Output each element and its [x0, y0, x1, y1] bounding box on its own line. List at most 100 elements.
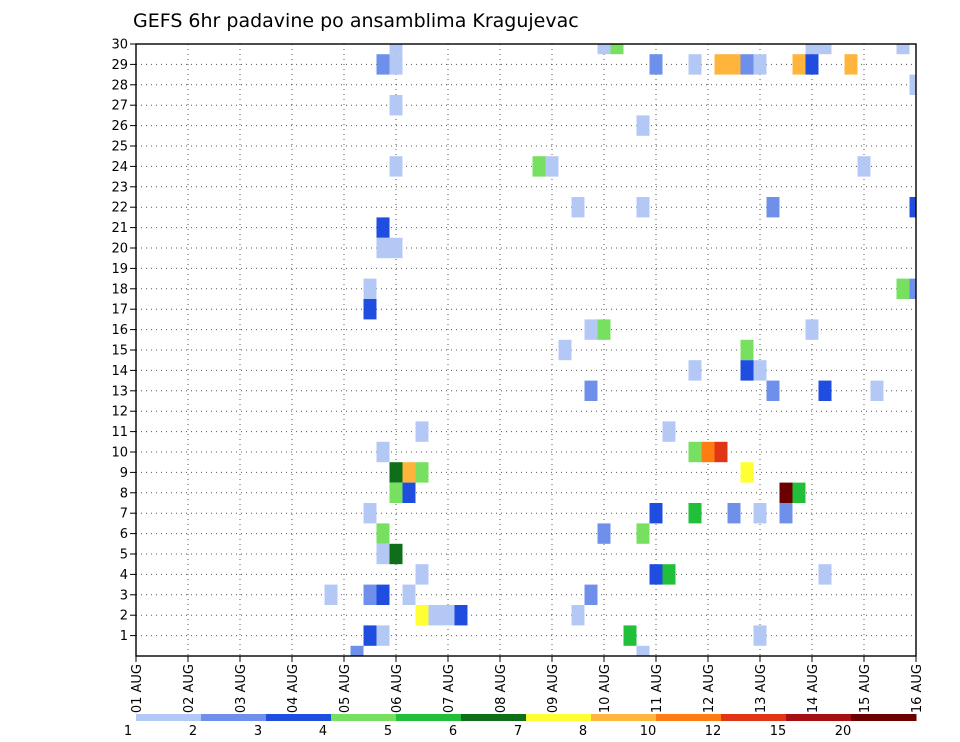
precip-cell	[753, 503, 767, 524]
legend-swatch	[396, 714, 462, 721]
precip-cell	[805, 319, 819, 340]
precip-cell	[740, 54, 754, 75]
precip-cell	[779, 482, 793, 503]
precip-cell	[324, 584, 338, 605]
legend-swatch	[461, 714, 527, 721]
precip-cell	[792, 54, 806, 75]
precip-cell	[376, 584, 390, 605]
legend-swatch	[656, 714, 722, 721]
precip-cell	[870, 380, 884, 401]
legend-swatch	[331, 714, 397, 721]
precip-cell	[363, 299, 377, 320]
x-tick-label: 13 AUG	[754, 664, 769, 713]
y-tick-label: 11	[111, 425, 128, 440]
precip-cell	[389, 462, 403, 483]
y-tick-label: 29	[111, 58, 128, 73]
precip-cell	[389, 482, 403, 503]
precip-cell	[415, 605, 429, 626]
y-tick-label: 8	[120, 486, 128, 501]
precip-cell	[714, 54, 728, 75]
precip-cell	[766, 197, 780, 218]
precip-cell	[376, 523, 390, 544]
x-axis: 01 AUG 02 AUG 03 AUG 04 AUG 05 AUG 06 AUG 07 A…	[130, 656, 925, 713]
precip-cell	[350, 645, 364, 656]
precip-cell	[610, 44, 624, 55]
precip-cell	[402, 482, 416, 503]
precip-cell	[909, 74, 916, 95]
legend-label: 8	[579, 724, 587, 739]
precip-cell	[779, 503, 793, 524]
legend-label: 1	[124, 724, 132, 739]
precip-cell	[597, 44, 611, 55]
precip-cell	[597, 319, 611, 340]
x-tick-label: 07 AUG	[442, 664, 457, 713]
precip-cell	[727, 503, 741, 524]
color-legend: 1 2 3 4 5 6 7 8 10 12 15 20	[124, 714, 917, 739]
legend-label: 20	[835, 724, 852, 739]
precip-cell	[805, 44, 819, 55]
precip-cell	[415, 421, 429, 442]
precip-cell	[363, 503, 377, 524]
precip-cell	[363, 584, 377, 605]
precip-cell	[688, 360, 702, 381]
grid-lines	[136, 44, 916, 656]
x-tick-label: 11 AUG	[650, 664, 665, 713]
y-tick-label: 6	[120, 527, 128, 542]
precip-cell	[740, 462, 754, 483]
y-tick-label: 17	[111, 303, 128, 318]
y-tick-label: 30	[111, 38, 128, 53]
y-tick-label: 20	[111, 242, 128, 257]
y-tick-label: 1	[120, 629, 128, 644]
precip-cell	[636, 115, 650, 136]
precip-cell	[753, 625, 767, 646]
precip-cell	[649, 54, 663, 75]
precip-cell	[389, 543, 403, 565]
legend-label: 12	[705, 724, 722, 739]
precip-cell	[857, 156, 871, 177]
legend-label: 4	[319, 724, 327, 739]
precip-cell	[571, 197, 585, 218]
precip-cell	[454, 605, 468, 626]
precip-cell	[376, 217, 390, 238]
precip-cell	[636, 645, 650, 656]
precip-cell	[402, 584, 416, 605]
precip-cell	[844, 54, 858, 75]
y-tick-label: 5	[120, 548, 128, 563]
precip-cell	[818, 380, 832, 401]
legend-label: 6	[449, 724, 457, 739]
precip-cell	[688, 54, 702, 75]
precip-cell	[584, 584, 598, 605]
legend-swatch	[721, 714, 787, 721]
y-tick-label: 18	[111, 282, 128, 297]
precip-cell	[376, 237, 390, 259]
precip-cell	[766, 380, 780, 401]
precip-cell	[909, 278, 916, 299]
precip-cell	[701, 441, 715, 463]
y-tick-label: 22	[111, 201, 128, 216]
precip-cell	[532, 156, 546, 177]
precip-cell	[649, 503, 663, 524]
y-tick-label: 13	[111, 384, 128, 399]
y-tick-label: 21	[111, 221, 128, 236]
precip-cell	[896, 44, 910, 55]
x-tick-label: 14 AUG	[806, 664, 821, 713]
x-tick-label: 16 AUG	[910, 664, 925, 713]
precip-cell	[818, 44, 832, 55]
precip-cell	[636, 523, 650, 544]
y-tick-label: 24	[111, 160, 128, 175]
x-tick-label: 10 AUG	[598, 664, 613, 713]
precip-cell	[584, 380, 598, 401]
precip-cell	[753, 54, 767, 75]
legend-label: 2	[189, 724, 197, 739]
precip-cell	[649, 564, 663, 585]
y-tick-label: 19	[111, 262, 128, 277]
precip-cell	[441, 605, 455, 626]
precip-cell	[688, 503, 702, 524]
x-tick-label: 12 AUG	[702, 664, 717, 713]
x-tick-label: 05 AUG	[338, 664, 353, 713]
legend-swatch	[591, 714, 657, 721]
precip-cell	[415, 462, 429, 483]
precip-cell	[389, 54, 403, 75]
precip-cell	[909, 197, 916, 218]
precip-cell	[740, 339, 754, 361]
